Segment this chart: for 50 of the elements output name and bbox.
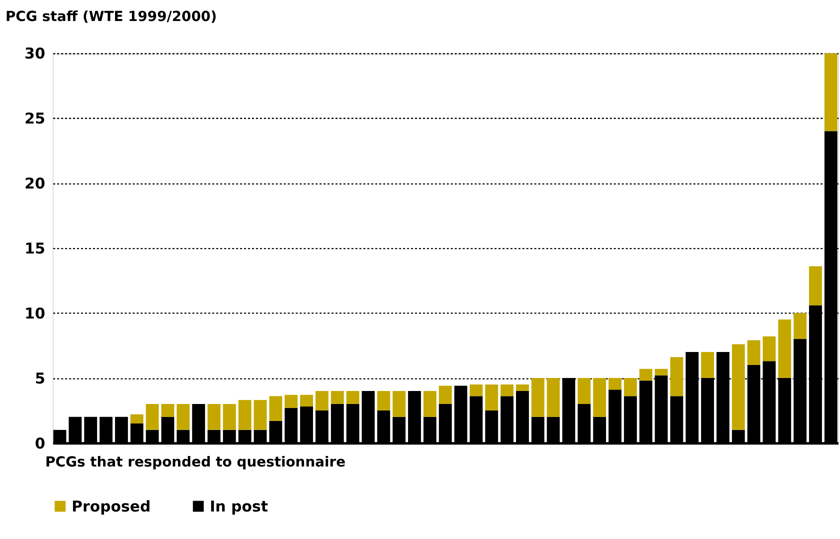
bar: [269, 396, 282, 421]
bar: [485, 384, 498, 410]
bar: [701, 352, 714, 378]
y-tick-label: 15: [24, 240, 46, 258]
bar: [747, 340, 760, 365]
legend-label: In post: [210, 497, 268, 516]
bar: [176, 404, 190, 430]
bar: [254, 400, 267, 430]
y-tick-label: 5: [34, 369, 46, 388]
bar: [423, 390, 436, 417]
bar: [470, 384, 483, 396]
bar: [794, 313, 807, 339]
bar: [531, 378, 544, 417]
bar: [438, 386, 452, 404]
bar: [670, 357, 684, 396]
bar: [578, 378, 591, 404]
bar: [778, 320, 792, 378]
bar: [300, 394, 314, 407]
bar: [284, 394, 298, 408]
bar: [161, 404, 174, 417]
bar: [624, 378, 637, 396]
bar: [546, 378, 560, 417]
y-tick-label: 25: [24, 110, 46, 128]
bar: [639, 368, 652, 381]
y-tick-label: 30: [24, 44, 46, 63]
x-axis-title: PCGs that responded to questionnaire: [45, 454, 346, 470]
bar: [330, 390, 344, 404]
bar: [732, 344, 745, 430]
bar: [593, 378, 606, 417]
bar: [377, 390, 390, 410]
bar: [654, 368, 668, 376]
bar: [130, 414, 144, 424]
y-tick-label: 0: [34, 434, 46, 452]
y-tick-label: 20: [24, 174, 46, 193]
bar: [222, 404, 236, 430]
bar: [824, 53, 838, 132]
bar: [146, 404, 159, 430]
y-tick-label: 10: [24, 304, 46, 322]
bar: [516, 384, 529, 391]
bar: [208, 404, 220, 430]
bar: [238, 400, 252, 430]
bar: [500, 384, 514, 396]
bar: [809, 266, 822, 306]
legend-label: Proposed: [72, 497, 151, 516]
bar: [392, 390, 406, 417]
bar: [762, 336, 776, 362]
bar: [316, 390, 328, 410]
bar: [608, 378, 622, 390]
y-axis-title: PCG staff (WTE 1999/2000): [5, 8, 217, 25]
bar: [346, 390, 360, 404]
